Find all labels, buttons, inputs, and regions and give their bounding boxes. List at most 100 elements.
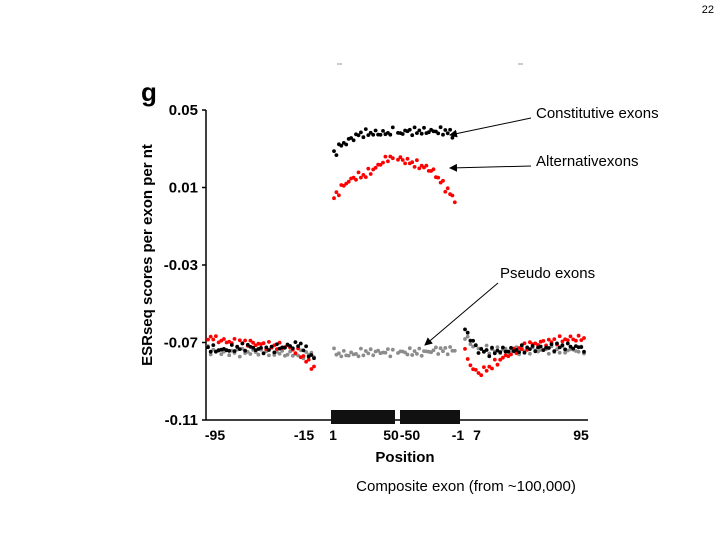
data-point	[571, 346, 576, 351]
data-point	[232, 349, 237, 353]
data-point	[267, 348, 271, 352]
data-point	[431, 348, 436, 353]
data-point	[487, 351, 492, 356]
data-point	[405, 352, 410, 357]
data-point	[211, 337, 216, 342]
data-point	[538, 344, 543, 349]
data-point	[519, 343, 524, 348]
data-point	[361, 353, 366, 358]
data-point	[576, 349, 581, 354]
data-point	[443, 346, 448, 350]
data-point	[359, 346, 363, 351]
data-point	[582, 336, 586, 340]
caption: Composite exon (from ~100,000)	[356, 478, 576, 495]
data-point	[346, 353, 351, 358]
annotation-label: Alternativexons	[536, 153, 639, 170]
data-point	[487, 354, 492, 359]
data-point	[301, 354, 306, 358]
data-point	[332, 346, 336, 351]
data-point	[214, 334, 218, 338]
data-point	[304, 359, 308, 364]
data-point	[356, 170, 361, 175]
data-point	[417, 166, 422, 171]
data-points	[206, 125, 586, 378]
data-point	[386, 159, 390, 164]
data-point	[557, 345, 562, 350]
data-point	[373, 165, 378, 170]
data-point	[269, 344, 274, 349]
data-point	[288, 344, 292, 348]
data-point	[309, 367, 314, 371]
data-point	[280, 349, 285, 353]
data-point	[452, 348, 457, 353]
data-point	[424, 163, 429, 168]
data-point	[410, 160, 415, 165]
data-point	[533, 349, 538, 354]
data-point	[407, 346, 412, 351]
data-point	[390, 347, 395, 352]
data-point	[563, 347, 567, 352]
data-point	[388, 354, 393, 359]
data-point	[332, 196, 336, 201]
data-point	[248, 352, 253, 356]
data-point	[356, 354, 361, 359]
annotations: Constitutive exons Alternativexons Pseudo …	[424, 105, 659, 346]
data-point	[378, 132, 383, 137]
data-point	[412, 349, 417, 353]
data-point	[501, 355, 505, 360]
data-point	[549, 342, 554, 347]
data-point	[443, 128, 448, 132]
data-point	[473, 368, 478, 372]
data-point	[498, 350, 503, 355]
data-point	[557, 350, 562, 355]
data-point	[339, 143, 344, 148]
data-point	[484, 343, 489, 348]
data-point	[219, 352, 224, 357]
data-point	[237, 338, 242, 343]
data-point	[476, 371, 481, 375]
x-tick-label: 50	[383, 427, 399, 443]
data-point	[261, 341, 266, 346]
data-point	[251, 340, 256, 345]
data-point	[530, 344, 535, 348]
data-point	[546, 351, 551, 356]
data-point	[415, 352, 419, 356]
data-point	[341, 183, 346, 188]
data-point	[490, 345, 494, 350]
data-point	[371, 132, 376, 137]
data-point	[272, 353, 277, 357]
data-point	[565, 341, 570, 346]
data-point	[366, 351, 371, 356]
data-point	[334, 153, 339, 158]
data-point	[390, 156, 395, 161]
data-point	[388, 132, 393, 137]
data-point	[363, 349, 368, 353]
data-point	[498, 357, 503, 362]
y-tick-label: -0.07	[164, 335, 198, 352]
data-point	[576, 333, 581, 338]
data-point	[445, 131, 450, 136]
data-point	[363, 127, 368, 131]
data-point	[229, 343, 234, 347]
data-point	[568, 334, 573, 339]
data-point	[243, 348, 248, 353]
data-point	[482, 365, 486, 369]
data-point	[306, 357, 311, 362]
data-point	[371, 353, 376, 358]
x-tick-label: -95	[205, 427, 225, 443]
data-point	[227, 349, 232, 353]
y-tick-label: -0.03	[164, 257, 198, 274]
data-point	[415, 158, 419, 163]
data-point	[354, 352, 358, 356]
data-point	[484, 348, 489, 352]
data-point	[473, 343, 478, 348]
data-point	[445, 186, 450, 191]
data-point	[208, 334, 213, 339]
data-point	[312, 364, 316, 369]
data-point	[443, 189, 448, 194]
x-axis-ticks: -95 -15 1 50 -50 -1 7 95	[205, 427, 589, 443]
data-point	[368, 172, 373, 176]
data-point	[296, 353, 300, 358]
data-point	[501, 345, 505, 350]
data-point	[522, 341, 527, 346]
